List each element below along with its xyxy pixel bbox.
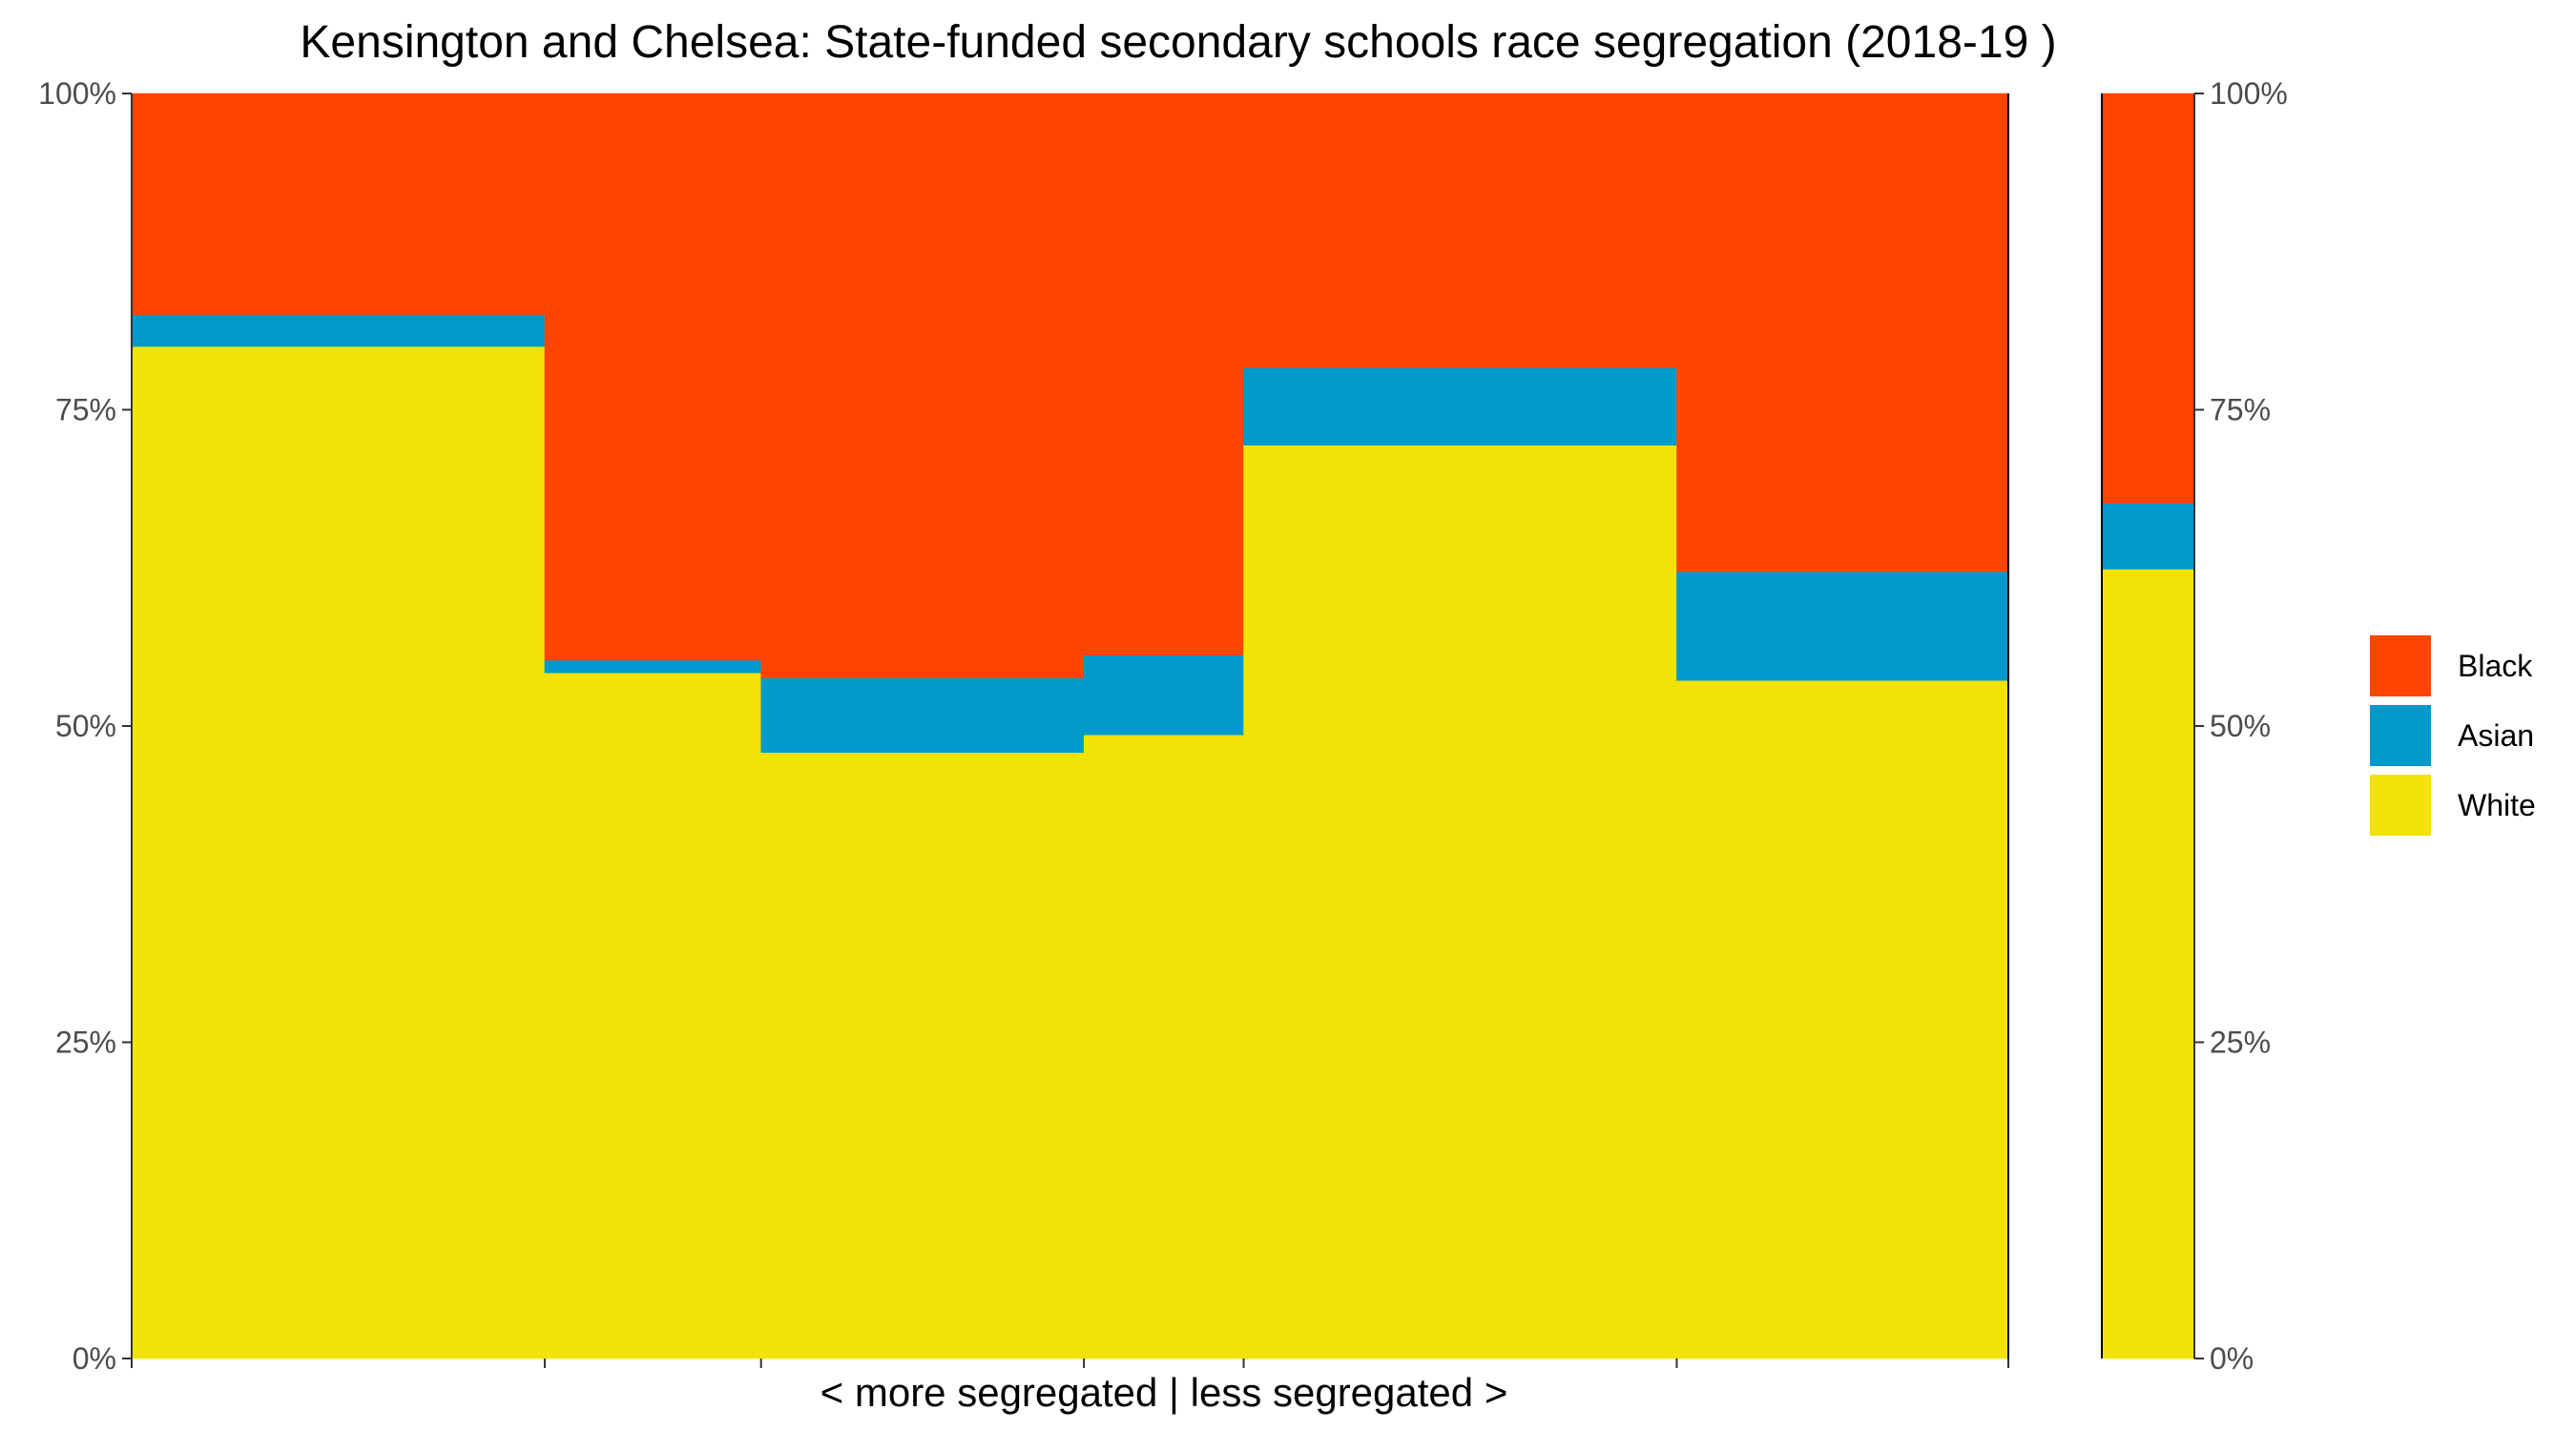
legend: Black Asian White bbox=[2370, 635, 2536, 836]
bar-segment-6-black bbox=[1676, 93, 2009, 572]
bar-segment-3-asian bbox=[760, 677, 1085, 754]
y-tick-label-left: 75% bbox=[55, 393, 116, 427]
bar-segment-3-black bbox=[760, 93, 1085, 678]
y-tick-label-right: 25% bbox=[2210, 1026, 2271, 1060]
bar-segment-4-white bbox=[1083, 735, 1244, 1359]
y-tick-label-right: 50% bbox=[2210, 709, 2271, 743]
bar-segment-6-white bbox=[1676, 680, 2009, 1359]
y-tick-label-left: 100% bbox=[38, 76, 116, 111]
legend-label-white: White bbox=[2458, 788, 2536, 822]
bars-layer bbox=[131, 93, 2195, 1359]
y-tick-label-right: 75% bbox=[2210, 393, 2271, 427]
bar-segment-5-white bbox=[1243, 445, 1677, 1359]
bar-segment-2-black bbox=[544, 93, 761, 661]
axes-layer: 0% 0% 25% 25% 50% 50% 75% 75% 100% 100% bbox=[38, 76, 2288, 1376]
legend-key-black bbox=[2370, 635, 2431, 696]
bar-segment-5-asian bbox=[1243, 367, 1677, 446]
bar-segment-2-asian bbox=[544, 659, 761, 674]
total-bar-segment-asian bbox=[2101, 503, 2195, 570]
y-tick-label-right: 100% bbox=[2210, 76, 2288, 111]
x-axis-title: < more segregated | less segregated > bbox=[821, 1370, 1508, 1415]
y-tick-label-right: 0% bbox=[2210, 1341, 2254, 1376]
y-tick-label-left: 50% bbox=[55, 709, 116, 743]
bar-segment-5-black bbox=[1243, 93, 1677, 368]
legend-label-asian: Asian bbox=[2458, 718, 2534, 753]
total-bar-segment-white bbox=[2101, 569, 2195, 1359]
legend-key-white bbox=[2370, 775, 2431, 836]
y-tick-label-left: 0% bbox=[73, 1341, 116, 1376]
bar-segment-3-white bbox=[760, 752, 1085, 1359]
bar-segment-6-asian bbox=[1676, 570, 2009, 681]
chart-title: Kensington and Chelsea: State-funded sec… bbox=[300, 17, 2056, 68]
legend-key-asian bbox=[2370, 705, 2431, 766]
legend-label-black: Black bbox=[2458, 649, 2533, 683]
bar-segment-1-asian bbox=[131, 314, 546, 347]
total-bar-segment-black bbox=[2101, 93, 2195, 504]
y-tick-label-left: 25% bbox=[55, 1026, 116, 1060]
bar-segment-2-white bbox=[544, 673, 761, 1359]
bar-segment-4-black bbox=[1083, 93, 1244, 655]
bar-segment-4-asian bbox=[1083, 654, 1244, 736]
bar-segment-1-black bbox=[131, 93, 546, 316]
bar-segment-1-white bbox=[131, 345, 546, 1359]
